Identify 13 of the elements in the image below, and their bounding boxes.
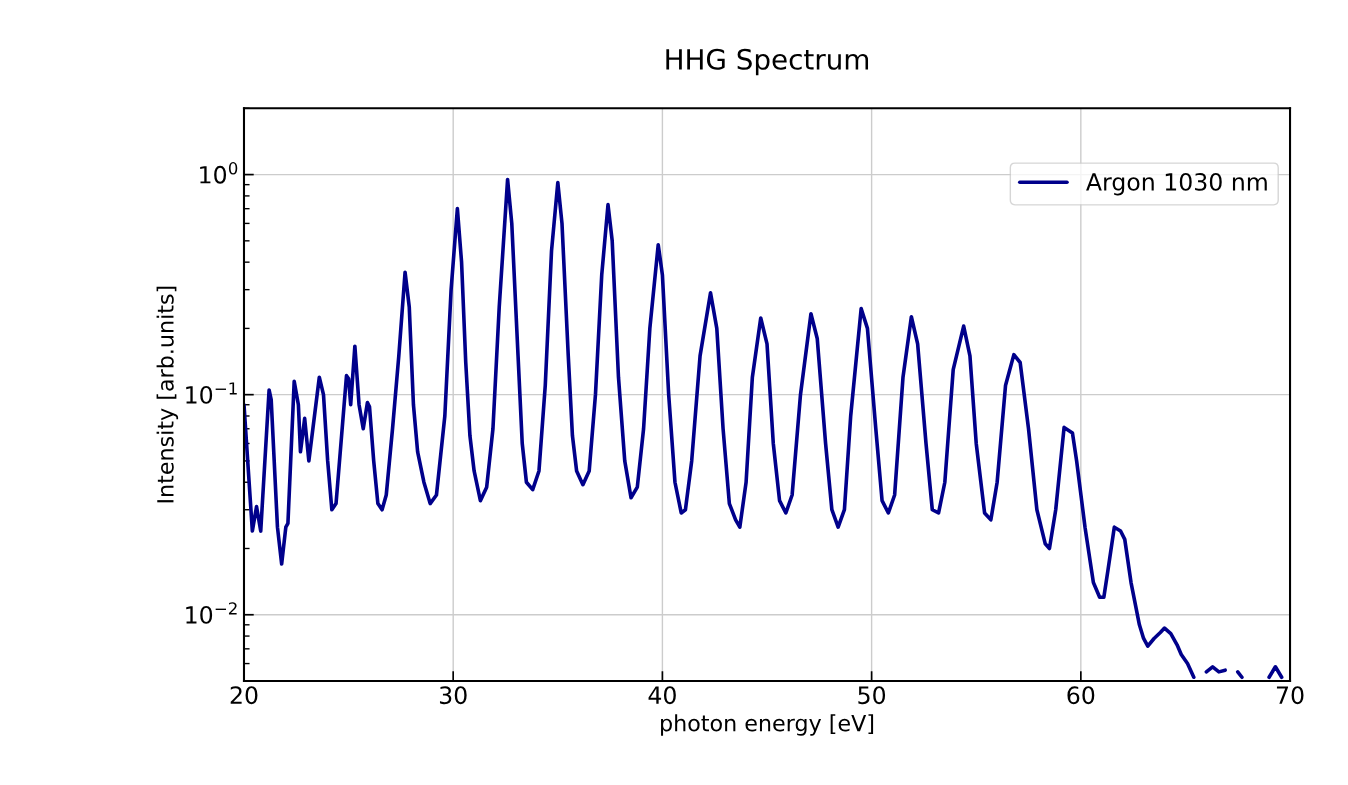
chart-title: HHG Spectrum <box>666 48 869 76</box>
y-tick-label: 10$^{0}$ <box>200 162 238 184</box>
y-axis-title: Intensity [arb.units] <box>156 286 179 503</box>
x-tick-label: 50 <box>858 686 886 705</box>
x-tick-label: 70 <box>1276 686 1304 705</box>
x-tick-label: 20 <box>230 686 258 705</box>
x-tick-label: 30 <box>439 686 467 705</box>
y-tick-label: 10$^{−2}$ <box>186 602 237 624</box>
legend-label: Argon 1030 nm <box>1086 172 1267 196</box>
x-axis-title: photon energy [eV] <box>661 714 874 736</box>
x-tick-label: 40 <box>648 686 676 705</box>
x-tick-label: 60 <box>1067 686 1095 705</box>
y-tick-label: 10$^{−1}$ <box>186 382 237 404</box>
